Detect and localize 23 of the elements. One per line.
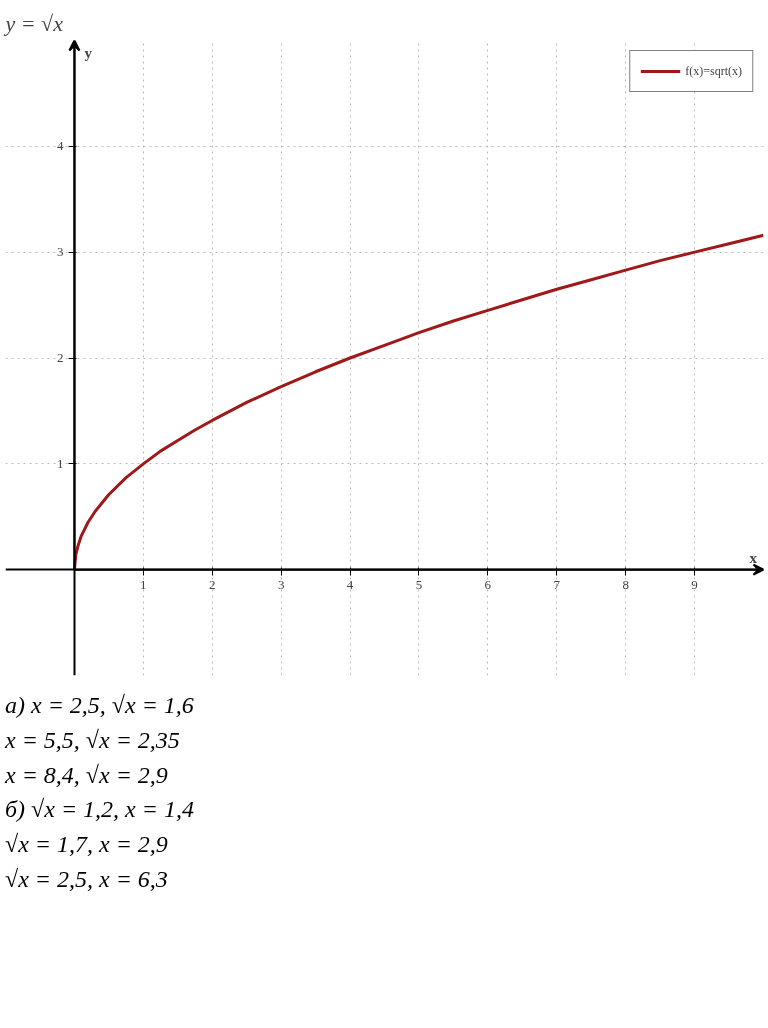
x-tick-label: 7 (553, 576, 561, 592)
text: x = 8,4, √x = 2,9 (5, 760, 169, 790)
y-tick-label: 1 (56, 455, 64, 471)
text: √x = 1,7, x = 2,9 (5, 830, 169, 859)
x-tick-label: 2 (208, 576, 216, 592)
text: а) x = 2,5, √x = 1,6 (5, 691, 194, 720)
x-tick-label: 5 (415, 576, 423, 592)
x-tick-label: 6 (484, 576, 492, 592)
x-tick-label: 9 (691, 576, 698, 592)
x-tick-label: 1 (140, 576, 147, 592)
x-tick-label: 8 (622, 576, 629, 592)
y-tick-label: 2 (56, 350, 64, 365)
x-tick-label: 3 (277, 576, 285, 592)
chart-title: y = √x (3, 10, 64, 36)
text: б) √x = 1,2, x = 1,4 (5, 795, 194, 825)
legend-label: f(x)=sqrt(x) (685, 63, 742, 79)
x-axis-title: x (749, 549, 758, 566)
y-axis-title: y (84, 44, 93, 61)
text: √x = 2,5, x = 6,3 (5, 865, 169, 894)
y-tick-label: 4 (56, 138, 64, 154)
y-tick-label: 3 (56, 244, 64, 260)
x-tick-label: 4 (346, 576, 354, 592)
text: x = 5,5, √x = 2,35 (5, 725, 181, 755)
